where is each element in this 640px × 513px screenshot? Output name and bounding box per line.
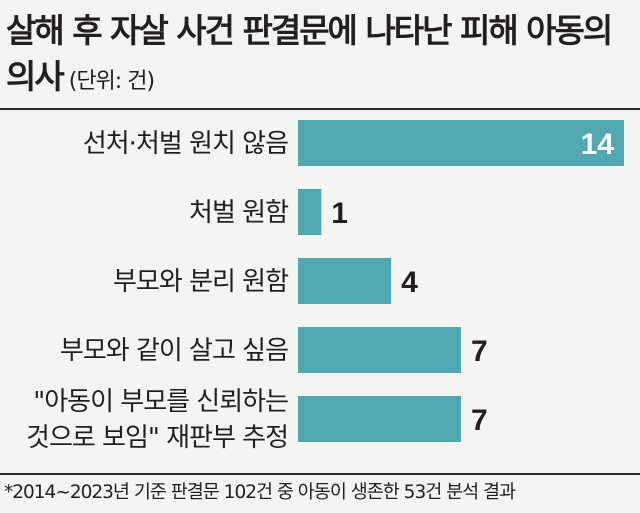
chart-title: 살해 후 자살 사건 판결문에 나타난 피해 아동의 의사 (단위: 건) (6, 8, 634, 105)
bar-chart: 선처·처벌 원치 않음 14 처벌 원함 1 부모와 분리 원함 4 부모와 같이 살고 싶… (26, 120, 624, 453)
bottom-rule (0, 473, 640, 475)
footnote: *2014~2023년 기준 판결문 102건 중 아동이 생존한 53건 분석… (4, 482, 516, 503)
value-label-4: 7 (471, 404, 488, 437)
bar-0 (298, 120, 624, 166)
bar-1 (298, 189, 322, 235)
bar-3 (298, 327, 461, 373)
category-label-1: 처벌 원함 (189, 198, 288, 228)
bar-4 (298, 396, 461, 442)
value-label-3: 7 (471, 335, 488, 368)
unit-label: (단위: 건) (68, 69, 155, 94)
top-rule (0, 108, 640, 110)
value-label-2: 4 (401, 266, 418, 299)
category-label-0: 선처·처벌 원치 않음 (83, 129, 288, 159)
value-label-0: 14 (581, 128, 615, 161)
category-label-3: 부모와 같이 살고 싶음 (60, 336, 288, 366)
category-label-4-line-0: "아동이 부모를 신뢰하는 (33, 387, 288, 417)
title-text: 살해 후 자살 사건 판결문에 나타난 피해 아동의 의사 (6, 11, 613, 96)
value-label-1: 1 (331, 197, 348, 230)
category-label-2: 부모와 분리 원함 (113, 267, 288, 297)
category-label-4-line-1: 것으로 보임" 재판부 추정 (26, 423, 288, 453)
bar-2 (298, 258, 392, 304)
